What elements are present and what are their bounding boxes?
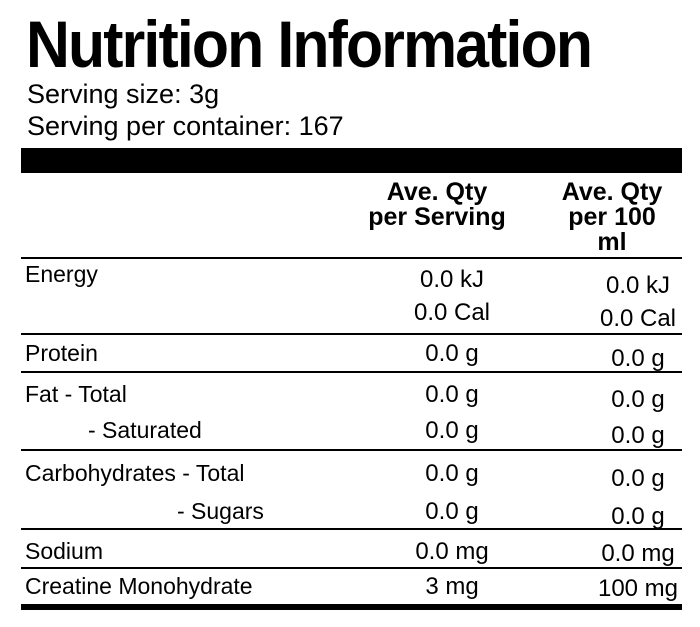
section-energy: Energy 0.0 kJ 0.0 kJ 0.0 Cal 0.0 Cal — [21, 257, 682, 333]
header-per-100ml-line1: Ave. Qty — [561, 178, 663, 206]
table-top-bar — [21, 148, 682, 173]
header-per-serving-line2: per Serving — [368, 203, 506, 231]
value-per-serving: 0.0 g — [425, 460, 479, 487]
page-title: Nutrition Information — [26, 7, 593, 81]
value-per-100ml: 0.0 g — [611, 345, 665, 372]
nutrient-label: Protein — [25, 340, 98, 366]
nutrition-label: Nutrition Information Serving size: 3g S… — [0, 11, 700, 627]
table-row-fat-total: Fat - Total 0.0 g 0.0 g — [21, 381, 682, 413]
value-per-serving: 0.0 Cal — [413, 299, 491, 326]
nutrient-label: Sodium — [25, 538, 103, 564]
value-per-serving: 0.0 kJ — [419, 266, 485, 293]
section-protein: Protein 0.0 g 0.0 g — [21, 333, 682, 372]
table-row-carbohydrates-total: Carbohydrates - Total 0.0 g 0.0 g — [21, 460, 682, 492]
nutrient-label: - Saturated — [88, 417, 202, 443]
value-per-100ml: 0.0 g — [611, 386, 665, 413]
table-row-protein: Protein 0.0 g 0.0 g — [21, 340, 682, 372]
value-per-serving: 0.0 g — [425, 417, 479, 444]
value-per-serving: 0.0 g — [425, 381, 479, 408]
header-per-100ml-line2: per 100 ml — [568, 203, 656, 256]
nutrient-label: Carbohydrates - Total — [25, 460, 245, 486]
table-row-fat-saturated: - Saturated 0.0 g 0.0 g — [21, 417, 682, 449]
servings-per-container-text: Serving per container: 167 — [27, 111, 344, 141]
header-col-per-serving: Ave. Qty per Serving — [352, 180, 552, 230]
value-per-100ml: 0.0 kJ — [605, 272, 671, 299]
nutrient-label: Creatine Monohydrate — [25, 573, 253, 599]
table-row-energy-cal: 0.0 Cal 0.0 Cal — [21, 295, 682, 333]
value-per-100ml: 0.0 Cal — [599, 305, 677, 332]
section-sodium: Sodium 0.0 mg 0.0 mg — [21, 528, 682, 567]
value-per-serving: 0.0 g — [425, 340, 479, 367]
section-carbohydrates: Carbohydrates - Total 0.0 g 0.0 g - Suga… — [21, 449, 682, 530]
nutrient-table: Ave. Qty per Serving Ave. Qty per 100 ml… — [21, 148, 682, 610]
value-per-100ml: 0.0 mg — [601, 540, 675, 567]
table-bottom-bar — [21, 604, 682, 610]
serving-size-text: Serving size: 3g — [27, 79, 220, 109]
table-row-creatine-monohydrate: Creatine Monohydrate 3 mg 100 mg — [21, 573, 682, 604]
header-col-per-100ml: Ave. Qty per 100 ml — [552, 180, 682, 255]
table-row-sodium: Sodium 0.0 mg 0.0 mg — [21, 538, 682, 567]
section-creatine: Creatine Monohydrate 3 mg 100 mg — [21, 567, 682, 604]
value-per-100ml: 0.0 g — [611, 503, 665, 530]
serving-info: Serving size: 3g Serving per container: … — [27, 78, 700, 142]
table-header-row: Ave. Qty per Serving Ave. Qty per 100 ml — [21, 173, 682, 257]
nutrient-label: - Sugars — [177, 498, 264, 524]
nutrient-label: Energy — [25, 261, 98, 287]
value-per-100ml: 100 mg — [597, 575, 679, 602]
table-row-energy: Energy 0.0 kJ 0.0 kJ — [21, 261, 682, 299]
value-per-100ml: 0.0 g — [611, 465, 665, 492]
nutrient-label: Fat - Total — [25, 381, 127, 407]
header-per-serving-line1: Ave. Qty — [386, 178, 488, 206]
value-per-serving: 0.0 mg — [415, 538, 489, 565]
value-per-100ml: 0.0 g — [611, 422, 665, 449]
table-row-carbohydrates-sugars: - Sugars 0.0 g 0.0 g — [21, 498, 682, 530]
value-per-serving: 3 mg — [425, 573, 479, 600]
value-per-serving: 0.0 g — [425, 498, 479, 525]
section-fat: Fat - Total 0.0 g 0.0 g - Saturated 0.0 … — [21, 371, 682, 449]
